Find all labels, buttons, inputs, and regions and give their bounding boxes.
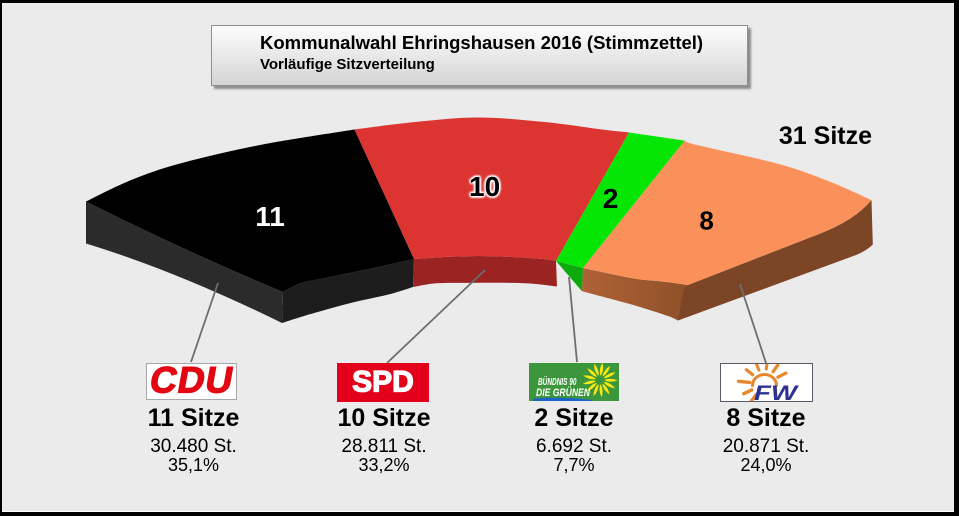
svg-text:DIE GRÜNEN: DIE GRÜNEN <box>536 386 591 399</box>
svg-text:FW: FW <box>754 381 799 402</box>
svg-text:BÜNDNIS 90: BÜNDNIS 90 <box>538 375 577 388</box>
